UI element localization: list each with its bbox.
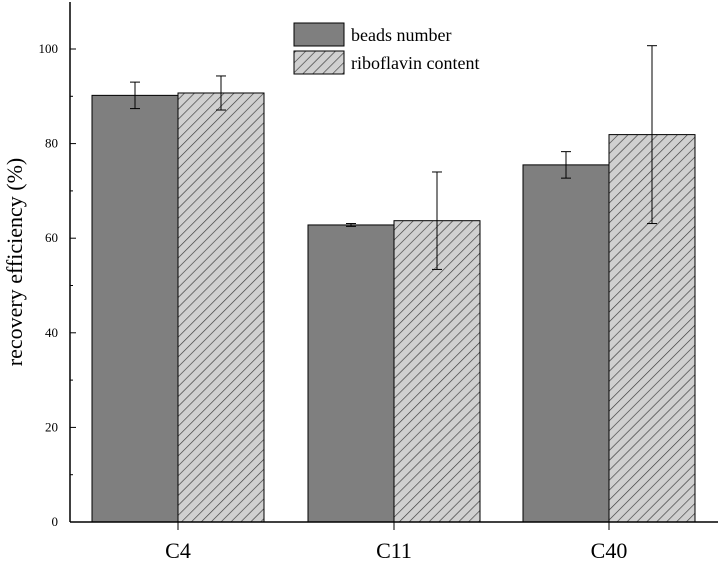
legend: beads number riboflavin content (293, 22, 479, 75)
bar-beads-number-c40 (522, 164, 610, 523)
y-tick-label-40: 40 (45, 325, 58, 340)
x-tick-label-c4: C4 (165, 538, 191, 562)
y-tick-label-60: 60 (45, 230, 58, 245)
y-tick-label-20: 20 (45, 419, 58, 434)
bar-beads-number-c11 (307, 224, 395, 523)
bar-riboflavin-content-c11 (393, 220, 481, 523)
x-tick-label-c11: C11 (376, 538, 412, 562)
legend-swatch-riboflavin-content (293, 50, 345, 75)
x-tick-label-c40: C40 (591, 538, 628, 562)
legend-label-riboflavin-content: riboflavin content (351, 53, 479, 73)
y-tick-label-100: 100 (39, 41, 59, 56)
y-axis-title: recovery efficiency (%) (2, 158, 27, 366)
legend-label-beads-number: beads number (351, 25, 451, 45)
bar-riboflavin-content-c4 (177, 92, 265, 523)
legend-swatch-beads-number (293, 22, 345, 47)
axes-group: 0 20 40 60 80 100 C4 C11 C40 (39, 2, 718, 562)
y-tick-label-0: 0 (52, 514, 59, 529)
bar-beads-number-c4 (91, 94, 179, 523)
bars-group (91, 92, 696, 523)
y-tick-label-80: 80 (45, 136, 58, 151)
error-bars-group (130, 45, 657, 270)
